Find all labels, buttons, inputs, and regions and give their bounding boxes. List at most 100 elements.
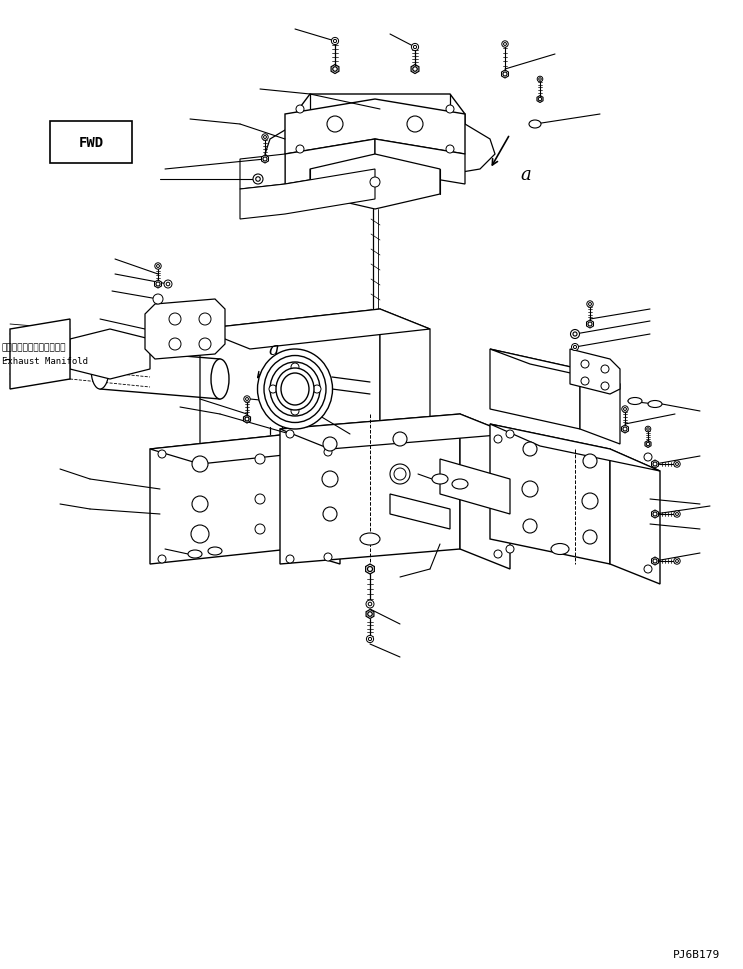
Circle shape — [674, 558, 680, 565]
Ellipse shape — [91, 350, 109, 390]
Circle shape — [291, 363, 299, 372]
Circle shape — [333, 68, 337, 72]
Circle shape — [155, 264, 161, 270]
Circle shape — [291, 408, 299, 416]
Circle shape — [539, 78, 541, 81]
Polygon shape — [502, 71, 508, 78]
Polygon shape — [375, 140, 465, 185]
Circle shape — [368, 612, 372, 616]
Polygon shape — [366, 610, 374, 619]
Circle shape — [313, 386, 321, 393]
Circle shape — [331, 39, 339, 46]
Circle shape — [644, 453, 652, 461]
Text: エキゾーストマニホールド: エキゾーストマニホールド — [2, 343, 67, 352]
Polygon shape — [290, 434, 340, 564]
Polygon shape — [380, 310, 430, 450]
Circle shape — [675, 560, 678, 563]
Circle shape — [199, 314, 211, 326]
Polygon shape — [265, 115, 310, 174]
Polygon shape — [10, 320, 70, 390]
Circle shape — [324, 553, 332, 561]
Polygon shape — [240, 155, 285, 190]
Circle shape — [494, 435, 502, 444]
Circle shape — [674, 461, 680, 468]
Polygon shape — [150, 434, 340, 464]
Polygon shape — [490, 350, 620, 385]
Circle shape — [644, 566, 652, 574]
Circle shape — [269, 386, 277, 393]
Ellipse shape — [281, 374, 309, 406]
Circle shape — [245, 398, 248, 401]
Circle shape — [169, 314, 181, 326]
Circle shape — [412, 45, 418, 51]
Circle shape — [255, 454, 265, 464]
Circle shape — [164, 281, 172, 289]
Circle shape — [675, 463, 678, 466]
Circle shape — [192, 456, 208, 473]
Circle shape — [327, 117, 343, 133]
Circle shape — [253, 174, 263, 185]
Circle shape — [166, 283, 170, 287]
Circle shape — [368, 567, 372, 572]
Polygon shape — [586, 321, 594, 328]
Polygon shape — [440, 459, 510, 515]
Circle shape — [622, 406, 628, 413]
Text: FWD: FWD — [79, 136, 103, 150]
Circle shape — [494, 550, 502, 558]
Circle shape — [244, 396, 250, 403]
Polygon shape — [262, 156, 268, 164]
Polygon shape — [411, 66, 419, 75]
Polygon shape — [280, 415, 460, 564]
Circle shape — [506, 430, 514, 439]
Ellipse shape — [276, 368, 314, 411]
Circle shape — [286, 555, 294, 563]
Text: PJ6B179: PJ6B179 — [672, 949, 720, 959]
Circle shape — [573, 332, 577, 336]
Ellipse shape — [208, 547, 222, 555]
Polygon shape — [200, 310, 380, 450]
Circle shape — [264, 137, 267, 140]
Polygon shape — [645, 441, 651, 448]
Polygon shape — [652, 460, 658, 469]
Polygon shape — [610, 450, 660, 584]
Circle shape — [394, 469, 406, 481]
Circle shape — [169, 338, 181, 351]
Circle shape — [446, 146, 454, 154]
Circle shape — [601, 365, 609, 374]
Circle shape — [502, 42, 508, 48]
Circle shape — [158, 451, 166, 458]
Text: a: a — [268, 341, 279, 359]
Text: Exhaust Manifold: Exhaust Manifold — [2, 358, 88, 366]
Ellipse shape — [452, 480, 468, 489]
Circle shape — [537, 78, 543, 82]
Circle shape — [583, 454, 597, 469]
Ellipse shape — [270, 362, 320, 417]
Circle shape — [571, 330, 580, 339]
Ellipse shape — [648, 401, 662, 408]
Circle shape — [646, 443, 649, 447]
Circle shape — [296, 106, 304, 114]
Circle shape — [324, 449, 332, 456]
Circle shape — [296, 146, 304, 154]
Circle shape — [588, 303, 591, 306]
Circle shape — [413, 68, 418, 72]
Circle shape — [323, 438, 337, 452]
Circle shape — [588, 323, 592, 327]
Circle shape — [366, 636, 374, 643]
Circle shape — [191, 525, 209, 544]
Polygon shape — [366, 564, 374, 575]
Circle shape — [646, 428, 649, 431]
Circle shape — [153, 295, 163, 304]
Circle shape — [366, 601, 374, 609]
Circle shape — [262, 135, 268, 141]
Circle shape — [156, 283, 160, 287]
Circle shape — [199, 338, 211, 351]
Polygon shape — [244, 416, 250, 423]
Polygon shape — [460, 415, 510, 570]
Polygon shape — [652, 511, 658, 518]
Text: a: a — [520, 166, 531, 184]
Circle shape — [523, 443, 537, 456]
Circle shape — [522, 482, 538, 497]
Circle shape — [393, 503, 407, 516]
Circle shape — [157, 266, 160, 268]
